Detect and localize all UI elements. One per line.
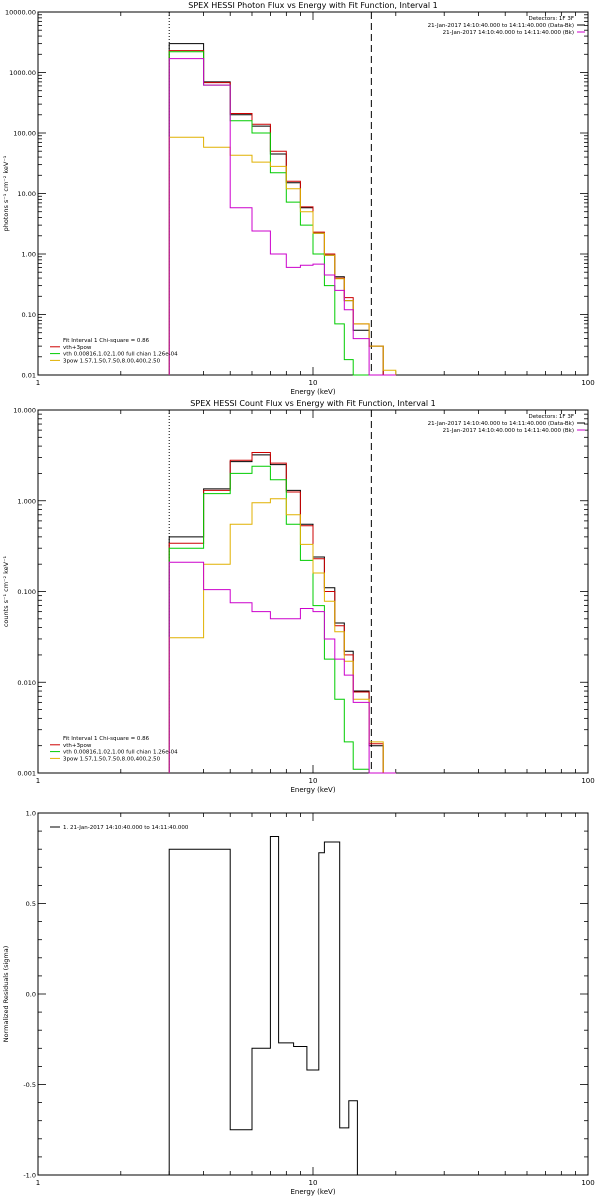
- y-axis-label: photons s⁻¹ cm⁻² keV⁻¹: [2, 155, 10, 231]
- plot-frame: [37, 11, 589, 376]
- legend-fit-entry: vth 0.00816,1.02,1.00 full chian 1.26e-0…: [63, 750, 178, 756]
- series-histogram-vth: [168, 51, 396, 376]
- legend-top-entry: 21-Jan-2017 14:10:40.000 to 14:11:40.000…: [443, 30, 574, 36]
- series-histogram-3pow: [168, 498, 396, 774]
- x-tick-label: 1: [36, 379, 40, 387]
- x-axis-label: Energy (keV): [290, 388, 335, 396]
- y-tick-label: 0.001: [17, 770, 36, 778]
- y-axis-label: counts s⁻¹ cm⁻² keV⁻¹: [2, 555, 10, 627]
- series-histogram-bk: [168, 561, 396, 774]
- series-histogram-vth-3pow: [168, 452, 396, 774]
- y-tick-label: 0.01: [22, 372, 36, 380]
- series-histogram-bk: [168, 58, 396, 376]
- x-tick-label: 1: [36, 1179, 40, 1187]
- x-tick-label: 100: [581, 1179, 594, 1187]
- series-histogram-1-21-jan-2017-14-10-40-000-to-14-11-40-000: [168, 836, 372, 1176]
- y-tick-label: -1.0: [23, 1172, 36, 1180]
- y-tick-label: 0.100: [17, 588, 36, 596]
- legend-top-entry: Detectors: 1F 3F: [528, 16, 574, 22]
- y-tick-label: 1.000: [17, 497, 36, 505]
- series-histogram-vth-3pow: [168, 50, 396, 376]
- legend-fit-entry: vth+3pow: [63, 743, 92, 749]
- y-tick-label: 0.010: [17, 679, 36, 687]
- x-axis-label: Energy (keV): [290, 1188, 335, 1196]
- legend-fit-entry: vth 0.00816,1.02,1.00 full chian 1.26e-0…: [63, 352, 178, 358]
- legend-fit-entry: 3pow 1.57,1.50,7.50,8.00,400,2.50: [63, 358, 161, 364]
- plot-frame: [37, 812, 589, 1176]
- x-axis-label: Energy (keV): [290, 786, 335, 794]
- legend-fit-entry: Fit Interval 1 Chi-square = 0.86: [63, 736, 150, 742]
- x-tick-label: 100: [581, 777, 594, 785]
- y-tick-label: 100.00: [13, 130, 36, 138]
- legend-top-entry: 21-Jan-2017 14:10:40.000 to 14:11:40.000…: [428, 23, 574, 29]
- y-tick-label: 0.5: [26, 900, 36, 908]
- chart-title: SPEX HESSI Count Flux vs Energy with Fit…: [190, 399, 435, 408]
- x-tick-label: 10: [309, 379, 318, 387]
- x-tick-label: 10: [309, 1179, 318, 1187]
- x-tick-label: 1: [36, 777, 40, 785]
- y-tick-label: 1.00: [22, 251, 36, 259]
- legend-fit-entry: 1. 21-Jan-2017 14:10:40.000 to 14:11:40.…: [63, 825, 189, 831]
- y-tick-label: 0.10: [22, 311, 36, 319]
- series-histogram-vth: [168, 465, 396, 774]
- y-tick-label: 1000.00: [9, 69, 36, 77]
- y-tick-label: 0.0: [26, 991, 36, 999]
- x-tick-label: 10: [309, 777, 318, 785]
- y-tick-label: 1.0: [26, 810, 36, 818]
- x-tick-label: 100: [581, 379, 594, 387]
- y-tick-label: 10000.00: [5, 9, 36, 17]
- legend-top-entry: Detectors: 1F 3F: [528, 414, 574, 420]
- series-histogram-data-bk: [168, 43, 396, 376]
- legend-fit-entry: vth+3pow: [63, 345, 92, 351]
- y-tick-label: 10.00: [17, 190, 36, 198]
- y-tick-label: 10.000: [13, 407, 36, 415]
- legend-fit-entry: 3pow 1.57,1.50,7.50,8.00,400,2.50: [63, 756, 161, 762]
- legend-fit-entry: Fit Interval 1 Chi-square = 0.86: [63, 338, 150, 344]
- y-tick-label: -0.5: [23, 1081, 36, 1089]
- legend-top-entry: 21-Jan-2017 14:10:40.000 to 14:11:40.000…: [428, 421, 574, 427]
- y-axis-label: Normalized Residuals (sigma): [2, 946, 10, 1043]
- legend-top-entry: 21-Jan-2017 14:10:40.000 to 14:11:40.000…: [443, 428, 574, 434]
- chart-title: SPEX HESSI Photon Flux vs Energy with Fi…: [188, 1, 438, 10]
